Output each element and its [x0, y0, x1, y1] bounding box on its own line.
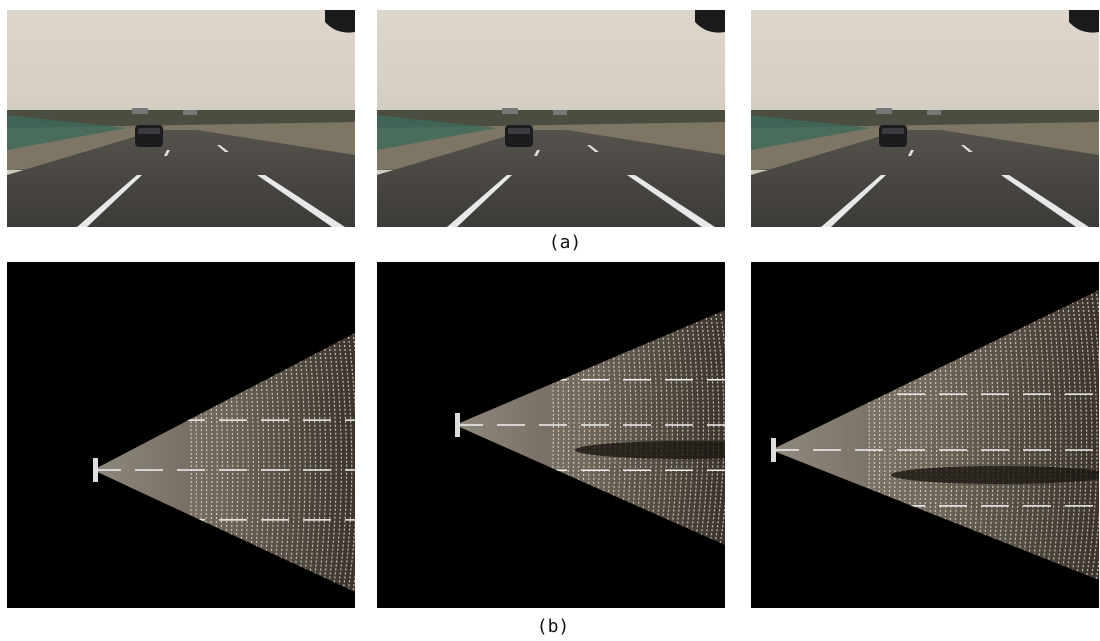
caption: (a) [549, 232, 582, 253]
camera-image [7, 10, 355, 227]
caption: (b) [537, 616, 570, 637]
figure: (a) (b) [0, 0, 1100, 641]
ego-marker [93, 458, 98, 482]
ego-marker [771, 438, 776, 462]
camera-image [751, 10, 1099, 227]
camera-image [377, 10, 725, 227]
ego-marker [455, 413, 460, 437]
